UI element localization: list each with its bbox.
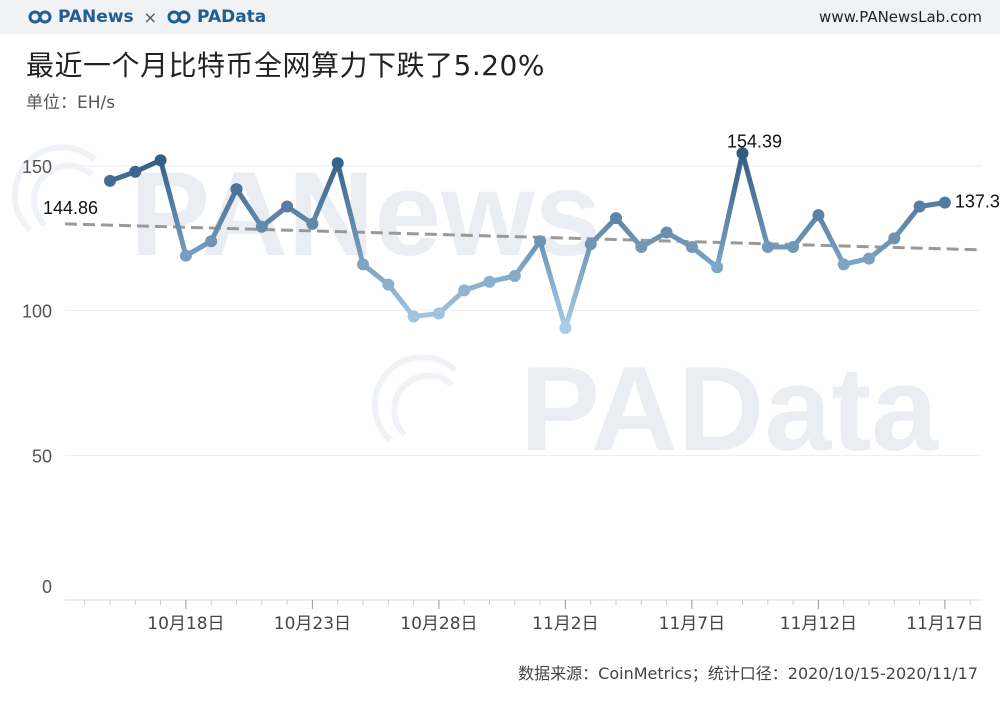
- data-point[interactable]: [483, 275, 496, 288]
- data-point[interactable]: [761, 241, 774, 254]
- brand: PANews × PAData: [28, 6, 266, 28]
- data-point[interactable]: [888, 232, 901, 245]
- data-point[interactable]: [508, 269, 521, 282]
- padata-logo-icon: [167, 10, 191, 24]
- data-point[interactable]: [863, 252, 875, 265]
- watermark: PANews PAData: [11, 144, 939, 476]
- x-tick-label: 11月12日: [780, 614, 857, 634]
- data-label: 144.86: [43, 198, 98, 218]
- data-point[interactable]: [635, 241, 648, 254]
- watermark-padata: PAData: [520, 342, 939, 476]
- panews-logo-icon: [28, 10, 52, 24]
- data-point[interactable]: [559, 322, 572, 335]
- x-tick-label: 10月23日: [274, 614, 351, 634]
- data-point[interactable]: [458, 284, 471, 297]
- data-point[interactable]: [407, 310, 420, 323]
- data-point[interactable]: [205, 235, 218, 248]
- data-point[interactable]: [584, 238, 597, 251]
- x-tick-label: 10月18日: [147, 614, 224, 634]
- chart-title: 最近一个月比特币全网算力下跌了5.20%: [26, 49, 545, 82]
- data-point[interactable]: [382, 278, 395, 291]
- data-point[interactable]: [913, 200, 926, 213]
- data-label: 137.33: [955, 192, 1000, 212]
- data-point[interactable]: [534, 235, 547, 248]
- series-line: [107, 150, 948, 331]
- data-point[interactable]: [812, 209, 825, 222]
- data-point[interactable]: [432, 307, 445, 320]
- x-tick-label: 10月28日: [400, 614, 477, 634]
- data-label: 154.39: [727, 131, 782, 151]
- data-labels: 144.86 154.39 137.33: [43, 131, 1000, 218]
- data-point[interactable]: [255, 220, 268, 233]
- data-point[interactable]: [357, 258, 369, 271]
- data-point[interactable]: [736, 147, 749, 160]
- y-tick-label: 100: [22, 302, 52, 322]
- brand-separator: ×: [143, 7, 158, 27]
- data-point[interactable]: [610, 212, 622, 225]
- x-tick-label: 11月2日: [532, 614, 598, 634]
- data-point[interactable]: [154, 154, 167, 167]
- y-axis: 0 50 100 150: [22, 157, 52, 597]
- data-point[interactable]: [787, 241, 800, 254]
- data-point[interactable]: [711, 261, 724, 274]
- y-tick-label: 50: [32, 446, 52, 466]
- grid: [65, 165, 982, 456]
- data-point[interactable]: [179, 249, 192, 262]
- data-point[interactable]: [660, 226, 673, 239]
- data-point[interactable]: [685, 241, 698, 254]
- series-hashrate: [104, 147, 951, 335]
- brand-panews: PANews: [58, 7, 134, 27]
- data-point[interactable]: [281, 200, 294, 213]
- chart-unit: 单位：EH/s: [26, 93, 116, 113]
- data-point[interactable]: [306, 217, 319, 230]
- data-point[interactable]: [331, 157, 344, 170]
- data-point[interactable]: [104, 174, 116, 187]
- y-tick-label: 0: [42, 577, 52, 597]
- data-source: 数据来源：CoinMetrics；统计口径：2020/10/15-2020/11…: [518, 664, 978, 683]
- watermark-panews: PANews: [130, 147, 601, 281]
- x-tick-label: 11月17日: [906, 614, 983, 634]
- data-point[interactable]: [938, 196, 951, 209]
- data-point[interactable]: [129, 165, 142, 178]
- site-url[interactable]: www.PANewsLab.com: [819, 8, 982, 26]
- data-point[interactable]: [837, 258, 850, 271]
- y-tick-label: 150: [22, 157, 52, 177]
- top-bar: PANews × PAData www.PANewsLab.com: [0, 0, 1000, 34]
- x-tick-label: 11月7日: [659, 614, 725, 634]
- data-point[interactable]: [230, 183, 243, 196]
- x-axis: 10月18日 10月23日 10月28日 11月2日 11月7日 11月12日 11月17日: [65, 599, 984, 634]
- watermark-logo-icon: [11, 144, 458, 443]
- brand-padata: PAData: [197, 7, 267, 27]
